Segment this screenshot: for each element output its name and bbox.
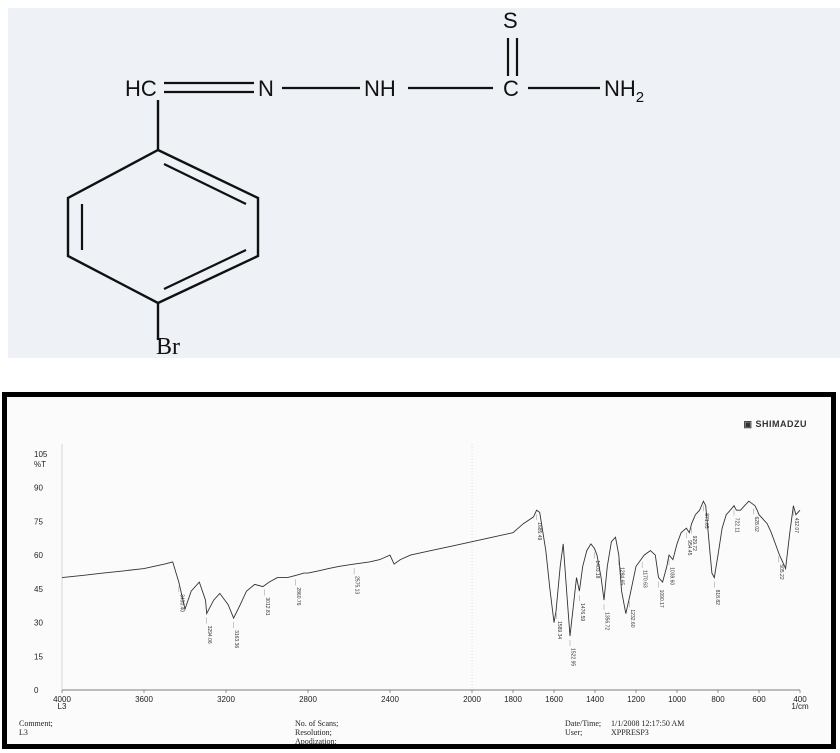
- x-tick-label: 1000: [668, 695, 686, 704]
- x-tick-label: 2400: [381, 695, 399, 704]
- axis-layer: 0 15 30 45 60 75 90 105%T 4000 3600 3200 2800 2400 20…: [34, 444, 809, 711]
- peak-label: 3294.06: [206, 626, 212, 644]
- structure-diagram: S HC N NH C NH2 Br: [66, 8, 644, 358]
- bromine-label: Br: [156, 334, 180, 358]
- peak-label: 722.11: [733, 518, 739, 533]
- peak-label: 1090.17: [658, 590, 664, 608]
- peak-label: 818.82: [714, 590, 720, 606]
- spectrum-line: [61, 500, 801, 637]
- y-tick-label: 0: [34, 686, 39, 695]
- hc-label: HC: [125, 76, 157, 101]
- y-tick-label: 30: [34, 619, 43, 628]
- x-tick-label: 1400: [586, 695, 604, 704]
- nh2-subscript: 2: [636, 89, 644, 106]
- x-axis-extra-label: L3: [58, 702, 67, 711]
- y-tick-label: 75: [34, 517, 43, 526]
- nh2-base: NH: [604, 76, 636, 101]
- footer-user-value: XPPRESP3: [611, 728, 649, 737]
- peak-label: 3012.81: [264, 597, 270, 615]
- nh-label: NH: [364, 76, 396, 101]
- peak-label: 954.45: [686, 540, 692, 556]
- brand-label: SHIMADZU: [755, 419, 807, 429]
- peak-label-layer: 3430.40 3294.06 3163.36 3012.81 2860.76 2575.…: [178, 505, 799, 666]
- footer-datetime-value: 1/1/2008 12:17:50 AM: [611, 719, 685, 728]
- ir-spectrum-frame: ▣ SHIMADZU 0 15 30 45 60 75 90 105 %T 4000 3600 320…: [2, 392, 836, 749]
- x-tick-label: 3600: [135, 695, 153, 704]
- x-axis-unit: 1/cm: [791, 702, 809, 711]
- peak-label: 1232.60: [629, 609, 635, 627]
- peak-label: 1170.63: [642, 570, 648, 588]
- x-tick-label: 1200: [627, 695, 645, 704]
- x-tick-label: 3200: [217, 695, 235, 704]
- x-tick-label: 1600: [545, 695, 563, 704]
- peak-label: 1403.18: [594, 560, 600, 578]
- peak-label: 1589.34: [556, 621, 562, 639]
- structure-panel: S HC N NH C NH2 Br: [8, 8, 840, 358]
- carbon-label: C: [503, 76, 519, 101]
- peak-label: 3430.40: [178, 594, 184, 612]
- x-tick-label: 400: [793, 695, 807, 704]
- peak-label: 1039.60: [669, 567, 675, 585]
- n-label: N: [258, 76, 274, 101]
- ring-inner-bond-top: [163, 163, 247, 205]
- footer-apodization: Apodization;: [295, 737, 337, 746]
- x-tick-label: 600: [752, 695, 766, 704]
- peak-label: 628.02: [753, 516, 759, 532]
- peak-label: 929.72: [691, 536, 697, 552]
- peak-label: 1284.65: [618, 567, 624, 585]
- footer-comment-value: L3: [19, 728, 28, 737]
- nh2-label: NH2: [604, 76, 644, 106]
- footer-datetime-label: Date/Time;: [565, 719, 602, 728]
- y-tick-label: 15: [34, 652, 43, 661]
- footer-comment: Comment;: [19, 719, 53, 728]
- x-tick-label: 1800: [504, 695, 522, 704]
- peak-label: 505.22: [778, 564, 784, 580]
- y-tick-label: 45: [34, 585, 43, 594]
- peak-label: 432.07: [793, 518, 799, 534]
- footer-user-label: User;: [565, 728, 583, 737]
- peak-label: 871.65: [703, 513, 709, 529]
- footer-scans: No. of Scans;: [295, 719, 339, 728]
- y-tick-label: 60: [34, 551, 43, 560]
- benzene-ring: [66, 148, 260, 305]
- x-tick-label: 4000: [53, 695, 71, 704]
- y-tick-label: 90: [34, 484, 43, 493]
- peak-label: 3163.36: [233, 630, 239, 648]
- ir-spectrum-chart: 0 15 30 45 60 75 90 105%T 4000 3600 3200 2800 2400 20…: [34, 444, 809, 711]
- x-tick-label: 2000: [463, 695, 481, 704]
- y-tick-label: 105: [34, 450, 48, 459]
- y-axis-label: %T: [34, 460, 46, 469]
- peak-label: 2575.13: [354, 576, 360, 594]
- peak-label: 1685.49: [536, 522, 542, 540]
- shimadzu-logo: ▣ SHIMADZU: [743, 419, 807, 429]
- ring-inner-bond-bottom: [163, 249, 247, 290]
- peak-label: 1522.95: [569, 648, 575, 666]
- peak-label: 1476.59: [579, 603, 585, 621]
- x-tick-label: 2800: [299, 695, 317, 704]
- footer-resolution: Resolution;: [295, 728, 332, 737]
- peak-label: 1356.72: [604, 612, 610, 630]
- sulfur-label: S: [503, 8, 518, 33]
- x-tick-label: 800: [711, 695, 725, 704]
- peak-label: 2860.76: [295, 587, 301, 605]
